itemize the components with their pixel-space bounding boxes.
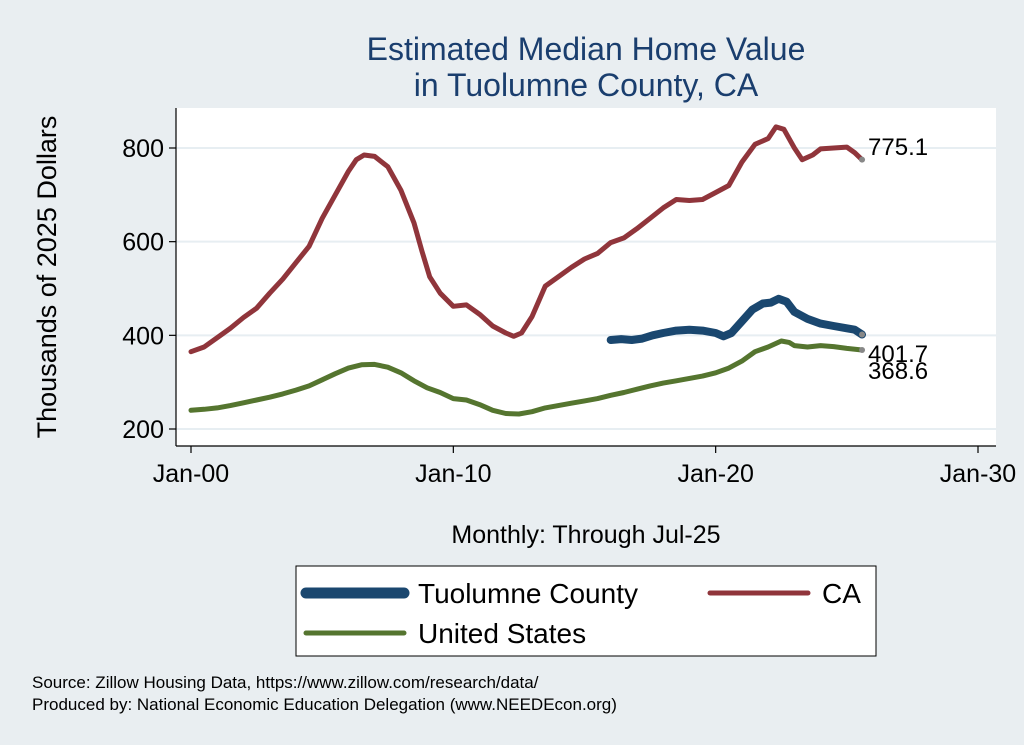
producer-note: Produced by: National Economic Education… — [32, 695, 617, 714]
legend-label: Tuolumne County — [418, 578, 638, 609]
y-tick-label: 400 — [122, 322, 164, 350]
end-label: 368.6 — [868, 358, 928, 385]
x-axis-title: Monthly: Through Jul-25 — [451, 521, 720, 549]
tick-layer: 200 400 600 800 Jan-00 Jan-10 Jan-20 Jan-30 — [122, 135, 1016, 488]
end-label: 775.1 — [868, 134, 928, 161]
end-marker — [859, 347, 866, 354]
plot-area — [176, 108, 996, 446]
y-tick-label: 600 — [122, 229, 164, 257]
chart-title-line-1: Estimated Median Home Value — [367, 31, 806, 67]
source-note: Source: Zillow Housing Data, https://www… — [32, 673, 539, 692]
x-tick-label: Jan-30 — [940, 460, 1016, 488]
legend-box — [295, 565, 877, 657]
chart-title-line-2: in Tuolumne County, CA — [414, 67, 759, 103]
end-marker — [859, 156, 866, 163]
x-tick-label: Jan-00 — [153, 460, 229, 488]
y-tick-label: 200 — [122, 416, 164, 444]
end-label: 401.7 — [868, 341, 928, 368]
series-layer — [188, 124, 866, 417]
legend: Tuolumne County CA United States — [300, 578, 861, 649]
series-line-united-states — [188, 338, 865, 417]
legend-label: CA — [822, 578, 861, 609]
series-line-ca — [188, 124, 865, 355]
y-axis-title: Thousands of 2025 Dollars — [32, 116, 62, 439]
y-tick-label: 800 — [122, 135, 164, 163]
x-tick-label: Jan-20 — [677, 460, 753, 488]
end-label-layer: 401.7 775.1 368.6 — [859, 134, 928, 385]
x-tick-label: Jan-10 — [415, 460, 491, 488]
series-line-tuolumne-county — [606, 294, 866, 344]
legend-label: United States — [418, 618, 586, 649]
end-marker — [859, 331, 866, 338]
